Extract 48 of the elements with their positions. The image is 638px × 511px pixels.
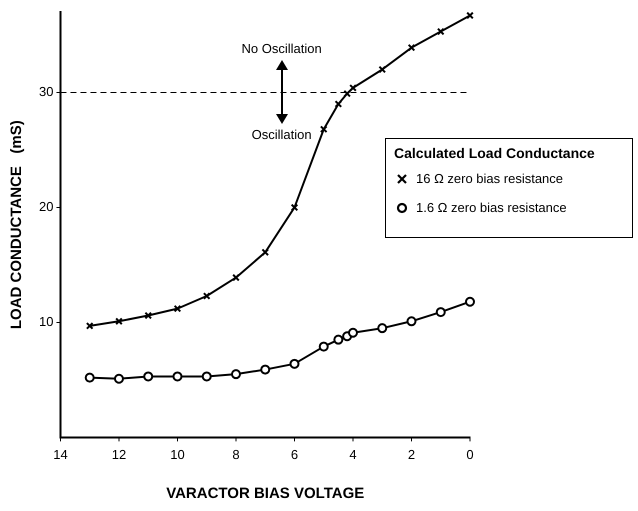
x-tick-label: 4	[349, 446, 357, 462]
point	[144, 312, 152, 320]
point	[334, 100, 342, 108]
point	[290, 204, 298, 212]
point	[465, 296, 475, 307]
x-tick-label: 0	[466, 446, 474, 462]
point	[260, 364, 270, 375]
legend-title: Calculated Load Conductance	[394, 145, 596, 161]
point	[318, 342, 329, 352]
y-tick-label: 10	[38, 314, 54, 330]
point	[174, 304, 182, 312]
legend-label: 1.6 Ω zero bias resistance	[416, 200, 567, 215]
x-tick-label: 2	[408, 446, 416, 462]
x-axis-title: VARACTOR BIAS VOLTAGE	[166, 485, 364, 502]
annotation: Oscillation	[252, 127, 312, 142]
point	[333, 334, 344, 345]
point	[84, 372, 95, 383]
point	[202, 292, 211, 300]
y-tick-label: 20	[38, 199, 54, 214]
point	[378, 66, 386, 74]
x-tick-label: 8	[232, 446, 240, 462]
x-tick-label: 6	[290, 446, 298, 462]
point	[348, 328, 358, 338]
point	[143, 371, 154, 382]
point	[349, 84, 357, 92]
point	[261, 248, 270, 256]
point	[436, 307, 446, 318]
point	[289, 358, 300, 369]
point	[377, 323, 388, 334]
point	[232, 274, 240, 282]
point	[114, 374, 124, 384]
x-tick-label: 12	[112, 446, 126, 462]
annotation: No Oscillation	[242, 41, 322, 56]
point	[343, 90, 351, 98]
y-axis-title: LOAD CONDUCTANCE (mS)	[8, 120, 26, 330]
x-tick-label: 10	[170, 446, 185, 462]
point	[320, 125, 328, 134]
point	[408, 44, 416, 52]
y-tick-label: 30	[38, 84, 54, 100]
x-tick-label: 14	[53, 446, 68, 462]
point	[406, 316, 416, 326]
point	[230, 369, 241, 380]
point	[115, 317, 123, 326]
point	[202, 371, 212, 382]
point	[466, 12, 474, 20]
legend-label: 16 Ω zero bias resistance	[416, 171, 564, 186]
point	[172, 371, 182, 382]
point	[436, 28, 445, 36]
